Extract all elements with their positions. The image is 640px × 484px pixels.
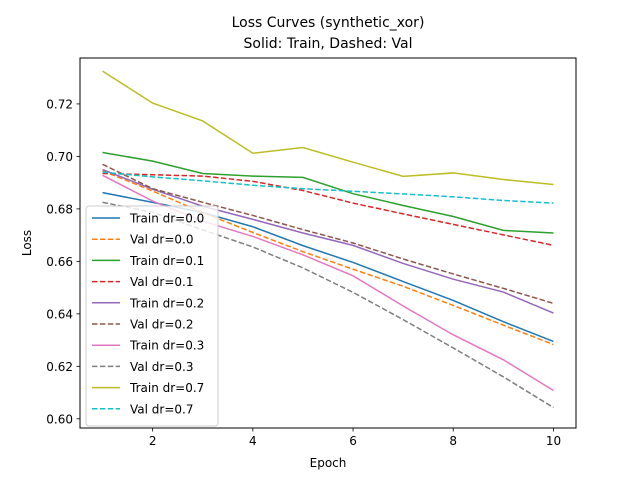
y-tick-label: 0.66 (46, 255, 73, 269)
legend-label-train-dr-0-0: Train dr=0.0 (129, 212, 204, 226)
legend-label-val-dr-0-0: Val dr=0.0 (130, 233, 193, 247)
x-tick-label: 2 (149, 434, 157, 448)
x-tick-label: 10 (546, 434, 561, 448)
y-tick-label: 0.60 (46, 412, 73, 426)
series-line-train-dr-0-7 (102, 70, 554, 186)
legend-label-train-dr-0-7: Train dr=0.7 (129, 381, 204, 395)
legend-label-val-dr-0-1: Val dr=0.1 (130, 275, 193, 289)
y-tick-label: 0.70 (46, 150, 73, 164)
x-tick-label: 8 (449, 434, 457, 448)
x-axis-label: Epoch (310, 456, 347, 470)
legend-label-train-dr-0-2: Train dr=0.2 (129, 296, 204, 310)
series-line-val-dr-0-1 (102, 172, 554, 247)
ticks-layer: 2 4 6 8 10 0.60 0.62 0.64 0.66 0.68 0.70 0.72 (46, 97, 561, 448)
legend: Train dr=0.0 Val dr=0.0 Train dr=0.1 Val dr… (85, 205, 219, 427)
legend-label-val-dr-0-2: Val dr=0.2 (130, 318, 193, 332)
series-line-val-dr-0-7 (102, 171, 554, 204)
y-tick-label: 0.64 (46, 307, 73, 321)
y-tick-label: 0.62 (46, 360, 73, 374)
y-axis-label: Loss (20, 230, 34, 256)
chart-title: Loss Curves (synthetic_xor) (232, 15, 425, 31)
y-tick-label: 0.72 (46, 97, 73, 111)
chart-subtitle: Solid: Train, Dashed: Val (244, 36, 413, 52)
series-line-val-dr-0-2 (102, 163, 554, 305)
series-line-val-dr-0-3 (102, 201, 554, 409)
y-tick-label: 0.68 (46, 202, 73, 216)
series-line-val-dr-0-0 (102, 170, 554, 346)
series-layer (102, 70, 554, 409)
x-tick-label: 6 (349, 434, 357, 448)
legend-label-val-dr-0-3: Val dr=0.3 (130, 360, 193, 374)
series-line-train-dr-0-2 (102, 168, 554, 314)
legend-label-train-dr-0-3: Train dr=0.3 (129, 339, 204, 353)
legend-label-train-dr-0-1: Train dr=0.1 (129, 254, 204, 268)
legend-label-val-dr-0-7: Val dr=0.7 (130, 402, 193, 416)
x-tick-label: 4 (249, 434, 257, 448)
plot-frame (79, 57, 577, 429)
series-line-train-dr-0-1 (102, 151, 554, 234)
